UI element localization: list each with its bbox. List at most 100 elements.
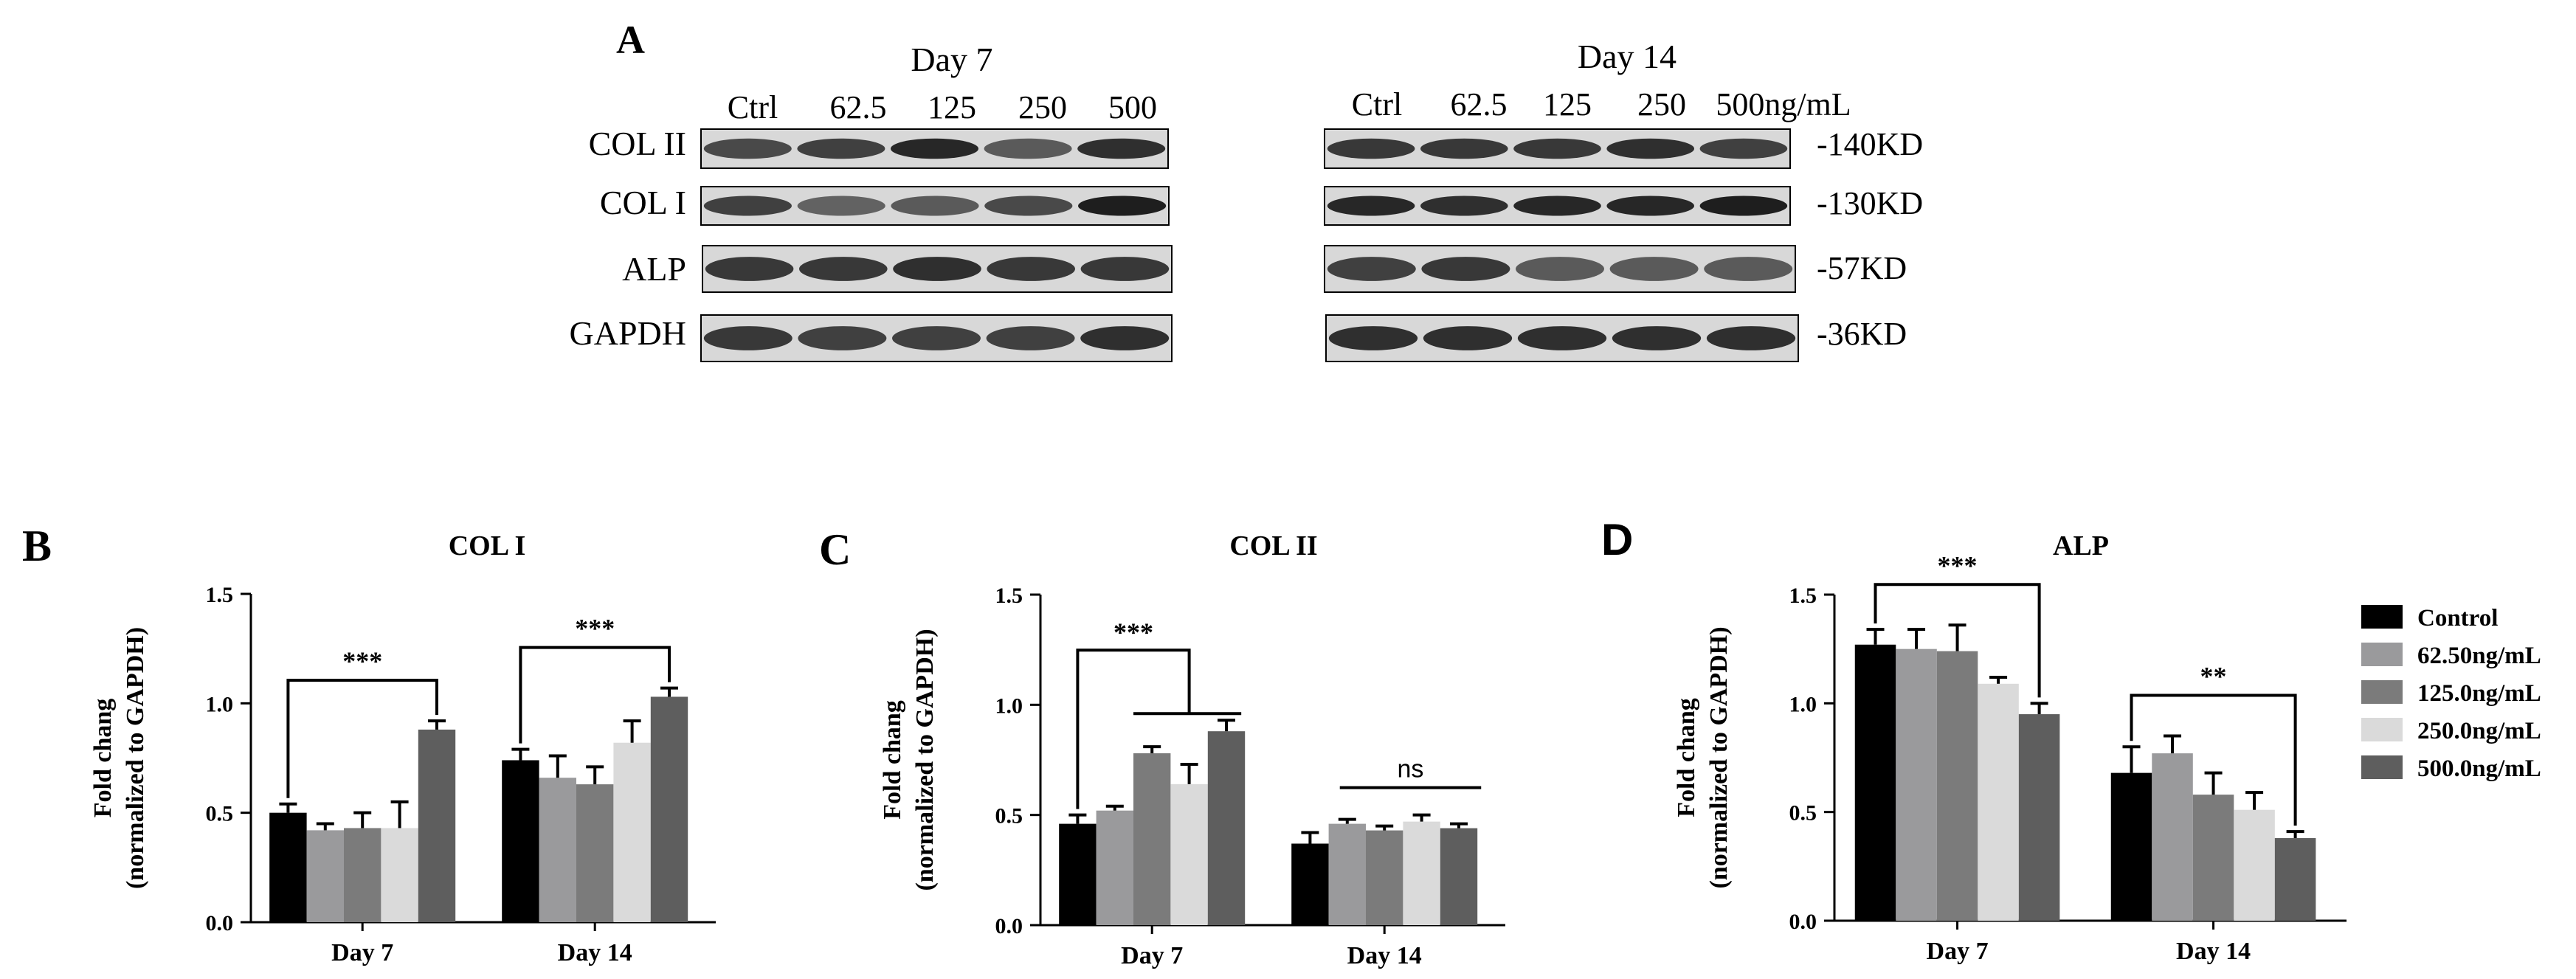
panel-label: B xyxy=(22,522,52,570)
blot-lane-label-day14: 250 xyxy=(1637,86,1686,122)
chart-col-i: B COL I Fold chang (normalized to GAPDH) 0.0… xyxy=(22,522,716,966)
bar xyxy=(1403,821,1440,925)
bar xyxy=(1854,644,1896,921)
blot-strip-day14 xyxy=(1324,186,1791,226)
significance-bracket xyxy=(2130,693,2297,826)
legend-swatch xyxy=(2361,680,2403,704)
blot-row-label: COL II xyxy=(589,125,686,162)
bar xyxy=(2274,838,2316,921)
bar xyxy=(1207,731,1246,925)
blot-day7-title: Day 7 xyxy=(911,41,992,78)
bar xyxy=(344,828,381,922)
bar xyxy=(2110,772,2152,921)
legend-label: 125.0ng/mL xyxy=(2417,680,2541,707)
blot-band xyxy=(1423,326,1513,350)
blot-band xyxy=(1420,138,1508,159)
y-tick-label: 0.0 xyxy=(1789,910,1817,934)
bar xyxy=(1366,830,1403,925)
blot-strip-day14 xyxy=(1325,314,1799,362)
blot-lane-label-day14: Ctrl xyxy=(1352,86,1402,122)
blot-band xyxy=(1420,196,1508,216)
legend-swatch xyxy=(2361,718,2403,741)
bar xyxy=(1896,648,1937,921)
y-tick-label: 0.5 xyxy=(206,802,234,826)
bar xyxy=(306,830,344,922)
y-axis-label: Fold chang (normalized to GAPDH) xyxy=(879,629,939,890)
blot-band xyxy=(893,257,981,281)
blot-band xyxy=(798,326,887,350)
significance-label: ns xyxy=(1398,755,1424,783)
x-tick-label: Day 14 xyxy=(2176,938,2251,965)
blot-lane-label-day14: 62.5 xyxy=(1451,86,1508,122)
blot-band xyxy=(1080,326,1170,350)
blot-band xyxy=(1606,196,1695,216)
x-tick-label: Day 7 xyxy=(331,939,393,966)
bar xyxy=(2192,795,2234,921)
legend-label: Control xyxy=(2417,605,2498,632)
blot-band xyxy=(984,138,1072,159)
bar xyxy=(2152,753,2193,921)
y-tick-label: 0.5 xyxy=(995,804,1023,828)
y-axis-label-line1: Fold chang xyxy=(879,700,906,820)
significance-label: ** xyxy=(2200,662,2227,691)
blot-strip-day7 xyxy=(700,186,1170,226)
panel-label: D xyxy=(1601,515,1633,564)
blot-band xyxy=(703,326,793,350)
y-axis-label-line2: (normalized to GAPDH) xyxy=(911,629,939,890)
x-tick-label: Day 14 xyxy=(558,939,632,966)
blot-band-size: -130KD xyxy=(1817,185,1923,221)
bar xyxy=(2234,809,2275,921)
legend-swatch xyxy=(2361,643,2403,666)
legend-label: 250.0ng/mL xyxy=(2417,718,2541,744)
blot-band xyxy=(797,196,885,216)
significance-label: *** xyxy=(342,646,382,676)
y-tick-label: 1.5 xyxy=(995,584,1023,608)
significance-label: *** xyxy=(1113,618,1153,647)
blot-strip-day14 xyxy=(1324,245,1796,293)
y-tick-label: 1.0 xyxy=(995,693,1023,718)
blot-strip-day7 xyxy=(700,128,1169,169)
bar xyxy=(1978,683,2019,921)
y-tick-label: 0.0 xyxy=(995,914,1023,938)
blot-lane-label-day14: 125 xyxy=(1543,86,1592,122)
bar xyxy=(650,696,688,922)
x-tick-label: Day 7 xyxy=(1927,938,1989,965)
blot-band xyxy=(1517,326,1607,350)
blot-band xyxy=(1328,326,1418,350)
significance-bracket xyxy=(1076,648,1191,809)
bar xyxy=(269,812,307,922)
y-axis-label-line2: (normalized to GAPDH) xyxy=(122,627,149,889)
bar xyxy=(576,784,614,922)
x-tick-label: Day 7 xyxy=(1121,942,1183,969)
blot-band xyxy=(1606,138,1695,159)
blot-lane-label-day7: 62.5 xyxy=(830,89,887,125)
blot-band xyxy=(1077,138,1166,159)
blot-strip-day7 xyxy=(702,245,1173,293)
blot-lane-label-day7: 250 xyxy=(1018,89,1067,125)
blot-strip-day7 xyxy=(700,314,1173,362)
y-tick-label: 0.0 xyxy=(206,911,234,935)
legend-label: 500.0ng/mL xyxy=(2417,755,2541,782)
y-tick-label: 1.0 xyxy=(1789,692,1817,716)
chart-title: COL II xyxy=(1229,530,1317,561)
blot-band xyxy=(799,257,888,281)
y-axis-label-line1: Fold chang xyxy=(1673,698,1700,817)
blot-band xyxy=(1421,257,1510,281)
blot-band xyxy=(703,196,792,216)
blot-band xyxy=(891,196,979,216)
bar xyxy=(502,760,539,922)
chart-title: COL I xyxy=(449,530,526,561)
significance-label: *** xyxy=(1938,550,1978,580)
blot-band xyxy=(987,257,1075,281)
bar xyxy=(539,778,576,922)
blot-band xyxy=(797,138,885,159)
blot-band xyxy=(1080,257,1170,281)
panel-label: C xyxy=(819,525,851,574)
blot-band xyxy=(1078,196,1167,216)
blot-strip-day14 xyxy=(1324,128,1791,169)
panel-label-a: A xyxy=(616,18,645,62)
blot-band-size: -57KD xyxy=(1817,250,1907,286)
blot-lane-label-day14: 500ng/mL xyxy=(1716,86,1851,122)
